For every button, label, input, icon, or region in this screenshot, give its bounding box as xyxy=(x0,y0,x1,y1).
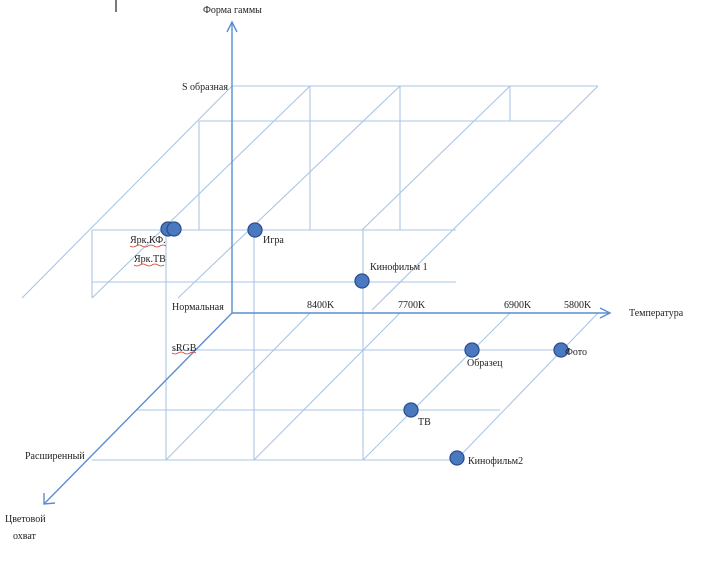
point-photo xyxy=(553,342,569,358)
gamma-level-s: S образная xyxy=(182,82,228,93)
point-movie2 xyxy=(449,450,465,466)
label-tv: ТВ xyxy=(418,417,431,428)
grid-b-diag-3 xyxy=(362,312,511,461)
gamut-axis xyxy=(43,312,233,505)
grid-b-diag-1 xyxy=(165,312,311,461)
temperature-axis-title: Температура xyxy=(629,308,684,319)
grid-b-diag-2 xyxy=(253,312,401,461)
label-sample: Образец xyxy=(467,358,503,369)
grid-lines xyxy=(21,85,599,461)
gamma-axis-title: Форма гаммы xyxy=(203,5,262,16)
gamut-level-extended: Расширенный xyxy=(25,451,85,462)
grid-b-diag-4 xyxy=(455,312,599,461)
point-sample xyxy=(464,342,480,358)
label-movie2: Кинофильм2 xyxy=(468,456,523,467)
temperature-axis-arrowhead xyxy=(599,307,612,319)
point-bright-tv xyxy=(166,221,182,237)
point-tv xyxy=(403,402,419,418)
point-game xyxy=(247,222,263,238)
label-movie1: Кинофильм 1 xyxy=(370,262,428,273)
temp-tick-8400: 8400K xyxy=(307,300,335,311)
axes xyxy=(43,20,612,505)
grid-s-diag-5 xyxy=(371,85,599,311)
gamut-level-srgb: sRGB xyxy=(172,343,197,354)
bright-kf-spellcheck-underline xyxy=(129,244,167,248)
label-game: Игра xyxy=(263,235,284,246)
gamma-level-normal: Нормальная xyxy=(172,302,224,313)
bright-tv-spellcheck-underline xyxy=(133,263,165,267)
label-bright-tv: Ярк.ТВ xyxy=(134,254,166,265)
gamut-axis-title-line2: охват xyxy=(13,531,37,542)
grid-s-diag-4 xyxy=(361,85,511,231)
srgb-spellcheck-underline xyxy=(171,351,197,355)
temp-tick-5800: 5800K xyxy=(564,300,592,311)
point-movie1 xyxy=(354,273,370,289)
label-photo: Фото xyxy=(565,347,587,358)
gamut-axis-arrowhead xyxy=(43,493,56,505)
data-points xyxy=(160,221,569,466)
gamma-axis-arrowhead xyxy=(226,20,238,33)
grid-s-diag-2 xyxy=(91,85,311,299)
grid-s-diag-1 xyxy=(21,85,233,299)
temp-tick-7700: 7700K xyxy=(398,300,426,311)
gamut-axis-title-line1: Цветовой xyxy=(5,514,46,525)
temp-tick-6900: 6900K xyxy=(504,300,532,311)
grid-s-diag-3 xyxy=(177,85,401,299)
label-bright-kf: Ярк.КФ. xyxy=(130,235,166,246)
